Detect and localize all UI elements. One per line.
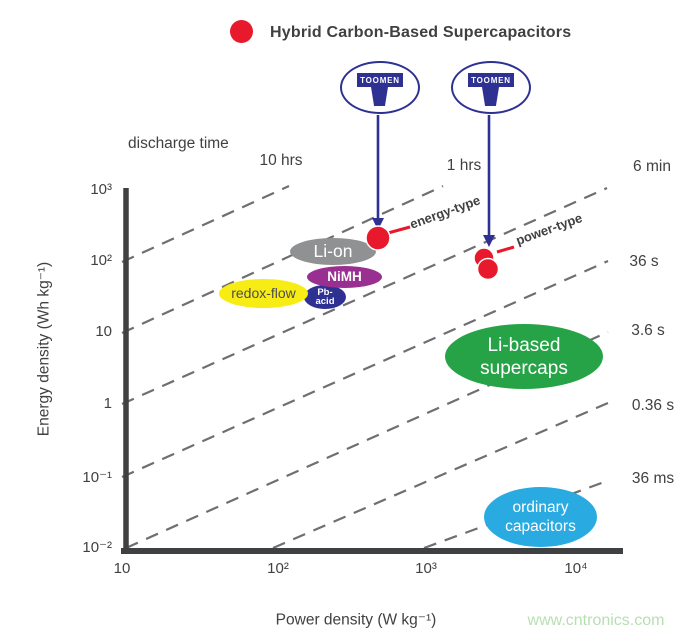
toomen-logo-wordmark: TOOMEN: [356, 72, 404, 88]
y-tick-1e2: 10²: [90, 252, 112, 269]
isochrone-label-36ms: 36 ms: [631, 470, 675, 487]
x-tick-1e1: 10: [113, 560, 131, 577]
isochrone-36s-line: [121, 259, 609, 479]
region-li-on: Li-on: [290, 238, 376, 265]
isochrone-label-0.36s: 0.36 s: [631, 397, 675, 414]
toomen-logo-wordmark: TOOMEN: [467, 72, 515, 88]
x-tick-1e3: 10³: [415, 560, 437, 577]
isochrone-10hrs-line: [121, 184, 290, 264]
toomen-logo-t-stem: [371, 87, 388, 106]
toomen-logo-energy: TOOMEN: [340, 61, 420, 114]
legend-series-label: Hybrid Carbon-Based Supercapacitors: [270, 24, 572, 41]
isochrone-label-10hrs: 10 hrs: [259, 152, 303, 169]
x-axis-title: Power density (W kg⁻¹): [275, 611, 437, 629]
region-redox-flow: redox-flow: [219, 279, 308, 308]
region-redox-flow-label: redox-flow: [231, 285, 296, 302]
y-tick-1e0: 1: [103, 395, 112, 412]
x-tick-1e2: 10²: [267, 560, 289, 577]
toomen-logo-power: TOOMEN: [451, 61, 531, 114]
arrow-energy-type-head: [372, 218, 384, 230]
region-pb-acid-label-line2: acid: [315, 296, 335, 307]
legend-marker-dot: [230, 20, 253, 43]
isochrone-0.36s-line: [272, 401, 609, 550]
region-pb-acid: Pb- acid: [304, 285, 346, 309]
watermark-url: www.cntronics.com: [527, 612, 665, 629]
arrow-power-type-head: [483, 235, 495, 247]
isochrone-label-6min: 6 min: [633, 158, 671, 175]
isochrone-1hrs-line: [121, 184, 444, 335]
region-li-based-supercaps-label-line1: Li-based: [487, 334, 561, 356]
isochrone-label-36s: 36 s: [629, 253, 659, 270]
data-point-energy-type: [365, 225, 391, 251]
region-li-on-label: Li-on: [313, 241, 353, 262]
data-point-power-type-2: [476, 257, 500, 281]
region-li-based-supercaps: Li-based supercaps: [445, 324, 603, 389]
y-tick-1e-2: 10⁻²: [82, 539, 112, 556]
region-nimh-label: NiMH: [327, 268, 362, 284]
y-tick-1e-1: 10⁻¹: [82, 469, 112, 486]
region-li-based-supercaps-label-line2: supercaps: [480, 357, 568, 379]
isochrone-6min-line: [121, 186, 608, 406]
isochrone-label-1hrs: 1 hrs: [446, 157, 482, 174]
x-tick-1e4: 10⁴: [564, 560, 588, 577]
toomen-logo-t-stem: [482, 87, 499, 106]
region-ordinary-capacitors-label-line2: capacitors: [505, 518, 576, 535]
energy-type-callout-line: [387, 225, 411, 235]
y-tick-1e1: 10: [95, 323, 112, 340]
region-ordinary-capacitors: ordinary capacitors: [484, 487, 597, 547]
region-ordinary-capacitors-label-line1: ordinary: [512, 499, 569, 516]
power-type-callout-line: [496, 245, 515, 254]
region-nimh: NiMH: [307, 266, 382, 288]
discharge-time-label: discharge time: [128, 135, 229, 152]
y-tick-1e3: 10³: [90, 181, 112, 198]
region-pb-acid-label-line1: Pb-: [317, 286, 333, 298]
isochrone-label-3.6s: 3.6 s: [631, 322, 665, 339]
